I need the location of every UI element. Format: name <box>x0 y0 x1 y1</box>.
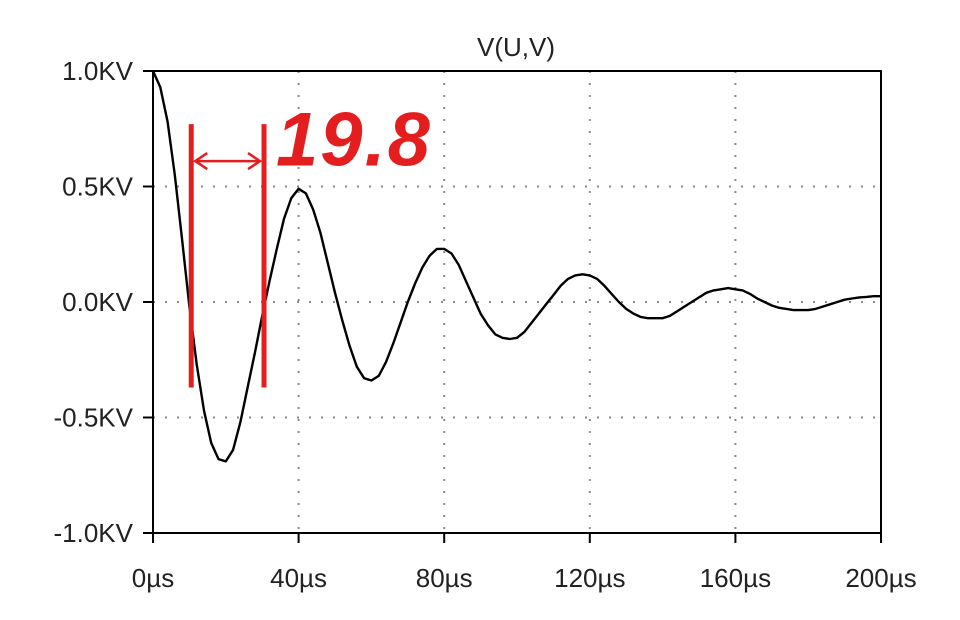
x-tick-label: 160µs <box>700 563 771 593</box>
x-tick-label: 0µs <box>132 563 174 593</box>
y-tick-label: 0.0KV <box>62 287 133 317</box>
y-tick-label: 0.5KV <box>62 172 133 202</box>
y-axis: 1.0KV 0.5KV 0.0KV -0.5KV -1.0KV <box>54 56 153 548</box>
interval-arrow-head-left <box>192 152 208 171</box>
chart-title: V(U,V) <box>477 32 555 62</box>
y-tick-label: 1.0KV <box>62 56 133 86</box>
voltage-trace <box>151 70 881 463</box>
y-tick-label: -0.5KV <box>54 403 134 433</box>
x-tick-label: 200µs <box>845 563 916 593</box>
x-tick-label: 120µs <box>554 563 625 593</box>
y-tick-label: -1.0KV <box>54 518 134 548</box>
x-tick-label: 40µs <box>270 563 327 593</box>
measurement-annotation: 19.8 <box>188 98 432 388</box>
x-tick-label: 80µs <box>416 563 473 593</box>
interval-label: 19.8 <box>276 98 432 183</box>
interval-arrow-head-right <box>247 152 263 171</box>
x-axis: 0µs 40µs 80µs 120µs 160µs 200µs <box>132 533 917 593</box>
grid-lines <box>153 71 881 533</box>
